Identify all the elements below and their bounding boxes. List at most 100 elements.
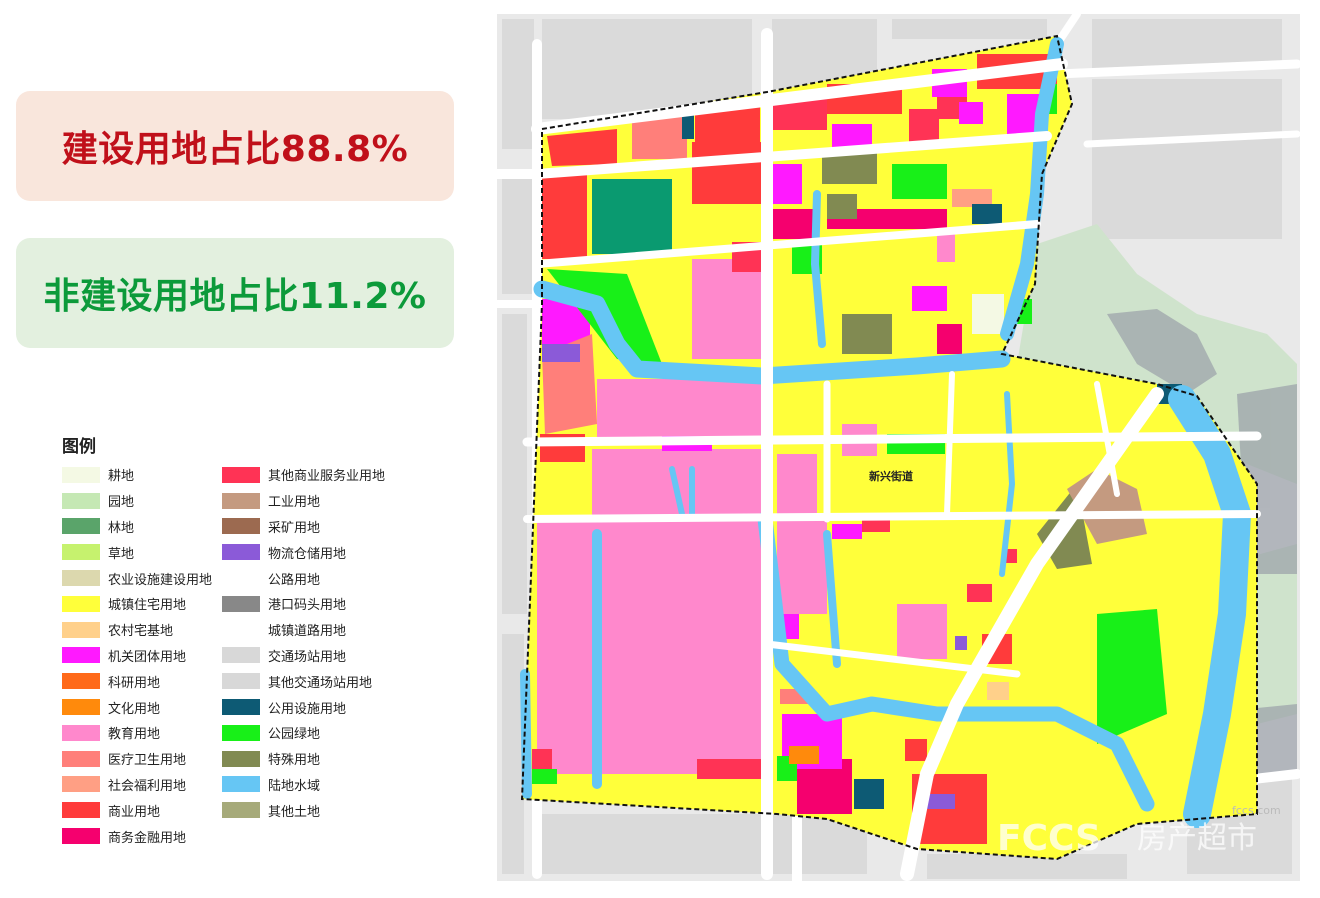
legend-item: 园地 [62, 488, 212, 514]
legend-label: 交通场站用地 [268, 649, 347, 665]
map-legend: 图例 耕地 园地 林地 草地 农业设施建设用地 城镇住宅用地 农村宅基地 机关团体用地 科研用地… [62, 432, 462, 852]
watermark-logo: FCCS [997, 818, 1101, 859]
legend-swatch [62, 595, 100, 612]
legend-swatch [222, 492, 260, 509]
welfare-parcel [952, 189, 992, 207]
rural-homestead [987, 682, 1009, 700]
legend-swatch [62, 647, 100, 664]
legend-label: 工业用地 [268, 495, 321, 511]
district-roads [522, 28, 1262, 881]
watermark-domain: fccs.com [1232, 804, 1281, 817]
legend-label: 机关团体用地 [108, 649, 187, 665]
legend-item: 草地 [62, 539, 212, 565]
legend-item: 物流仓储用地 [222, 539, 385, 565]
legend-label: 医疗卫生用地 [108, 753, 187, 769]
legend-label: 其他土地 [268, 804, 321, 820]
legend-item: 其他商业服务业用地 [222, 462, 385, 488]
legend-swatch [222, 699, 260, 716]
legend-swatch [62, 673, 100, 690]
legend-column-1: 耕地园地林地草地农业设施建设用地 城镇住宅用地 农村宅基地机关团体用地 科研用地文化用… [62, 462, 212, 849]
legend-swatch [62, 776, 100, 793]
construction-ratio-text: 建设用地占比88.8% [61, 129, 409, 170]
logistics-parcels [542, 344, 967, 809]
legend-label: 物流仓储用地 [268, 546, 347, 562]
legend-swatch [222, 570, 260, 587]
legend-swatch [62, 699, 100, 716]
legend-swatch [222, 466, 260, 483]
legend-swatch [222, 595, 260, 612]
legend-item: 陆地水域 [222, 772, 385, 798]
legend-item: 工业用地 [222, 488, 385, 514]
legend-item: 公路用地 [222, 565, 385, 591]
legend-label: 其他商业服务业用地 [268, 469, 386, 485]
construction-ratio-box: 建设用地占比88.8% [16, 91, 454, 201]
legend-item: 林地 [62, 514, 212, 540]
legend-label: 公用设施用地 [268, 701, 347, 717]
surrounding-blocks [502, 19, 1292, 879]
legend-label: 社会福利用地 [108, 778, 187, 794]
water-bodies [520, 37, 1251, 828]
legend-label: 陆地水域 [268, 778, 321, 794]
nonconstruction-ratio-text: 非建设用地占比11.2% [43, 276, 427, 317]
legend-swatch [62, 518, 100, 535]
legend-item: 其他交通场站用地 [222, 668, 385, 694]
legend-label: 采矿用地 [268, 520, 321, 536]
legend-label: 港口码头用地 [268, 598, 347, 614]
legend-label: 农村宅基地 [108, 624, 174, 640]
legend-item: 港口码头用地 [222, 591, 385, 617]
legend-item: 特殊用地 [222, 746, 385, 772]
legend-label: 教育用地 [108, 727, 161, 743]
legend-item: 城镇住宅用地 [62, 591, 212, 617]
legend-item: 农业设施建设用地 [62, 565, 212, 591]
utility-parcels [682, 114, 1182, 809]
legend-label: 商务金融用地 [108, 830, 187, 846]
legend-swatch [222, 544, 260, 561]
legend-item: 交通场站用地 [222, 643, 385, 669]
legend-label: 城镇住宅用地 [108, 598, 187, 614]
legend-item: 科研用地 [62, 668, 212, 694]
legend-label: 草地 [108, 546, 135, 562]
land-use-map: 新兴街道 fccs.com FCCS 房产超市 [497, 14, 1300, 881]
legend-swatch [222, 647, 260, 664]
legend-label: 科研用地 [108, 675, 161, 691]
legend-item: 其他土地 [222, 797, 385, 823]
legend-swatch [62, 802, 100, 819]
district-boundary [520, 34, 1258, 861]
forest-parcel [592, 179, 672, 254]
legend-item: 商业用地 [62, 797, 212, 823]
legend-label: 园地 [108, 495, 135, 511]
legend-label: 耕地 [108, 469, 135, 485]
culture-parcel [789, 746, 819, 764]
farmland-parcel [972, 294, 1004, 334]
watermark-text: 房产超市 [1137, 821, 1257, 856]
legend-swatch [222, 673, 260, 690]
legend-swatch [222, 802, 260, 819]
legend-swatch [62, 828, 100, 845]
legend-label: 特殊用地 [268, 753, 321, 769]
legend-item: 农村宅基地 [62, 617, 212, 643]
legend-swatch [222, 750, 260, 767]
legend-item: 公园绿地 [222, 720, 385, 746]
legend-swatch [62, 544, 100, 561]
legend-label: 公路用地 [268, 572, 321, 588]
legend-column-2: 其他商业服务业用地 工业用地采矿用地物流仓储用地 公路用地港口码头用地城镇道路用地交… [222, 462, 385, 823]
legend-item: 社会福利用地 [62, 772, 212, 798]
legend-label: 农业设施建设用地 [108, 572, 213, 588]
legend-swatch [222, 621, 260, 638]
legend-item: 机关团体用地 [62, 643, 212, 669]
legend-swatch [62, 724, 100, 741]
legend-label: 其他交通场站用地 [268, 675, 373, 691]
legend-item: 采矿用地 [222, 514, 385, 540]
legend-item: 商务金融用地 [62, 823, 212, 849]
legend-label: 商业用地 [108, 804, 161, 820]
legend-item: 耕地 [62, 462, 212, 488]
legend-swatch [222, 518, 260, 535]
legend-item: 教育用地 [62, 720, 212, 746]
legend-item: 城镇道路用地 [222, 617, 385, 643]
legend-swatch [62, 492, 100, 509]
legend-swatch [222, 776, 260, 793]
legend-label: 文化用地 [108, 701, 161, 717]
legend-swatch [62, 466, 100, 483]
legend-label: 林地 [108, 520, 135, 536]
legend-swatch [62, 621, 100, 638]
